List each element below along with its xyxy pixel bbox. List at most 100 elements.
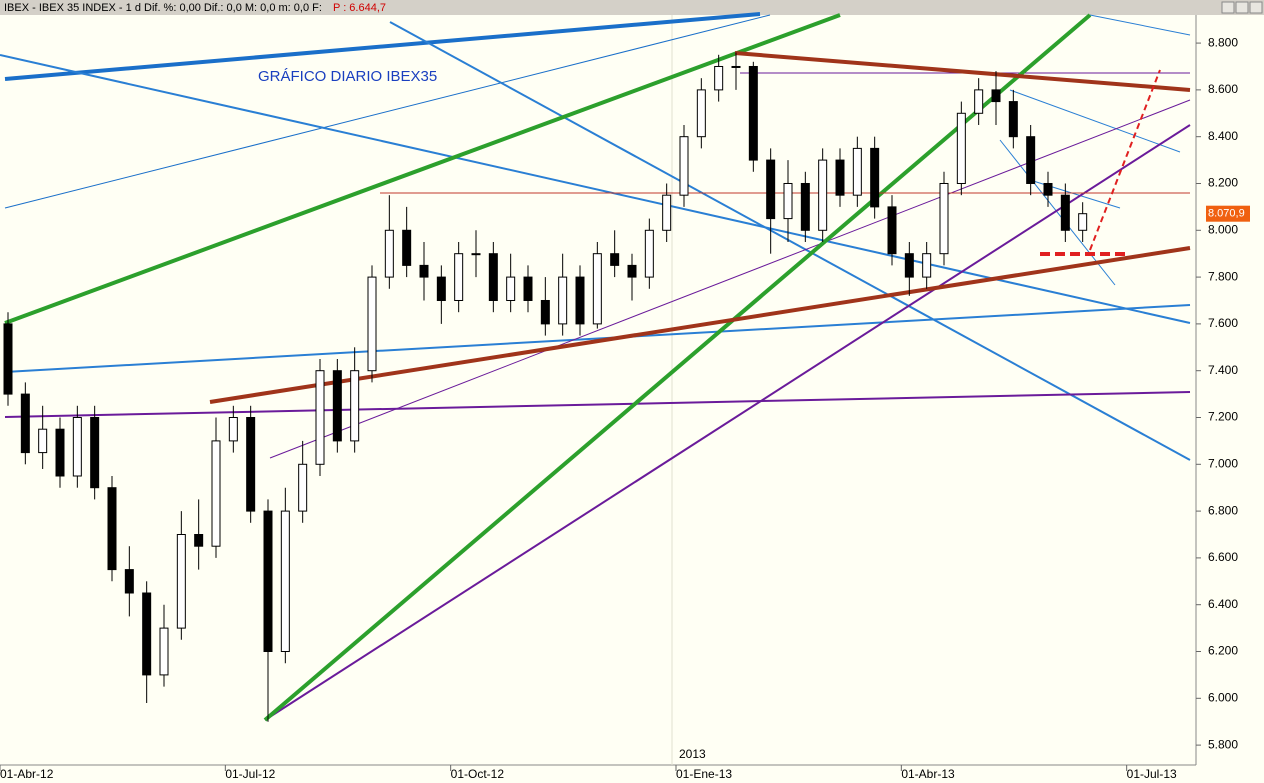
candle-body — [748, 65, 758, 161]
candle-body — [384, 229, 394, 278]
candle-body — [142, 592, 152, 676]
close-button[interactable] — [1249, 1, 1263, 14]
candle-body — [540, 299, 550, 325]
y-tick-label: 7.800 — [1208, 269, 1238, 283]
trend-line — [4, 12, 761, 81]
y-tick-label: 7.200 — [1208, 410, 1238, 424]
candle-body — [90, 416, 100, 489]
x-tick-label: 01-Jul-13 — [1127, 767, 1177, 781]
trend-line — [269, 99, 1191, 459]
candle-body — [38, 428, 48, 454]
candle-body — [176, 534, 186, 629]
candle-body — [194, 534, 204, 547]
candle-body — [818, 159, 828, 231]
candle-body — [471, 253, 481, 256]
header-price: P : 6.644,7 — [333, 2, 386, 14]
y-tick-label: 7.400 — [1208, 363, 1238, 377]
window-buttons[interactable] — [1221, 1, 1263, 14]
candle-body — [610, 253, 620, 266]
trend-line — [389, 21, 1191, 461]
candle-body — [350, 370, 360, 442]
candle-body — [402, 229, 412, 266]
candle-body — [419, 264, 429, 278]
candle-body — [1026, 136, 1036, 184]
candle-body — [523, 276, 533, 301]
y-tick-label: 8.400 — [1208, 129, 1238, 143]
candle-body — [731, 65, 741, 68]
y-tick-label: 8.800 — [1208, 35, 1238, 49]
candle-body — [1043, 182, 1053, 196]
candle-body — [159, 627, 169, 676]
trend-line — [4, 14, 771, 209]
minimize-button[interactable] — [1221, 1, 1235, 14]
y-tick-label: 6.200 — [1208, 644, 1238, 658]
year-label: 2013 — [679, 747, 706, 761]
chart-title: GRÁFICO DIARIO IBEX35 — [258, 68, 437, 85]
trend-line — [4, 391, 1191, 418]
target-line — [1089, 69, 1161, 251]
trend-line — [209, 246, 1191, 404]
candle-body — [644, 229, 654, 278]
candle-body — [315, 370, 325, 465]
candle-body — [3, 323, 13, 395]
header-text: IBEX - IBEX 35 INDEX - 1 d Dif. %: 0,00 … — [4, 2, 322, 14]
candle-body — [298, 463, 308, 512]
candle-body — [488, 253, 498, 301]
candle-body — [662, 194, 672, 231]
candle-body — [558, 276, 568, 325]
candle-body — [124, 569, 134, 594]
candle-body — [939, 182, 949, 255]
trend-line — [263, 13, 1092, 722]
candle-body — [1060, 194, 1070, 231]
candle-body — [211, 440, 221, 547]
candle-body — [922, 253, 932, 278]
candle-body — [1008, 101, 1018, 138]
candle-body — [800, 182, 810, 231]
candle-body — [332, 370, 342, 442]
candle-body — [575, 276, 585, 325]
candle-body — [766, 159, 776, 220]
x-tick-label: 01-Oct-12 — [451, 767, 505, 781]
candle-body — [72, 416, 82, 477]
candle-body — [714, 65, 724, 91]
candle-body — [904, 253, 914, 278]
last-price-box — [1206, 205, 1250, 222]
y-tick-label: 8.600 — [1208, 82, 1238, 96]
candle-body — [991, 89, 1001, 103]
y-tick-label: 6.400 — [1208, 597, 1238, 611]
trend-line — [4, 304, 1191, 373]
y-tick-label: 7.600 — [1208, 316, 1238, 330]
trend-line — [1089, 14, 1191, 36]
candle-body — [246, 416, 256, 512]
candle-body — [870, 147, 880, 208]
y-tick-label: 8.200 — [1208, 176, 1238, 190]
y-tick-label: 6.800 — [1208, 503, 1238, 517]
candle-body — [679, 136, 689, 196]
candle-body — [55, 428, 65, 477]
candle-body — [454, 253, 464, 301]
trend-line — [4, 13, 841, 325]
candle-body — [783, 182, 793, 220]
candle-body — [1078, 213, 1088, 231]
y-tick-label: 8.000 — [1208, 222, 1238, 236]
title-bar — [0, 0, 1264, 15]
candle-body — [887, 206, 897, 255]
x-tick-label: 01-Jul-12 — [225, 767, 275, 781]
trend-line — [264, 124, 1191, 721]
candle-body — [627, 264, 637, 278]
candle-body — [263, 510, 273, 653]
candle-body — [974, 89, 984, 114]
x-tick-label: 01-Ene-13 — [676, 767, 732, 781]
candle-body — [696, 89, 706, 138]
trend-line — [734, 51, 1191, 92]
candle-body — [107, 487, 117, 571]
candle-body — [506, 276, 516, 301]
candle-body — [280, 510, 290, 653]
x-tick-label: 01-Abr-13 — [901, 767, 955, 781]
candle-body — [367, 276, 377, 372]
y-tick-label: 7.000 — [1208, 456, 1238, 470]
y-tick-label: 6.000 — [1208, 690, 1238, 704]
maximize-button[interactable] — [1235, 1, 1249, 14]
